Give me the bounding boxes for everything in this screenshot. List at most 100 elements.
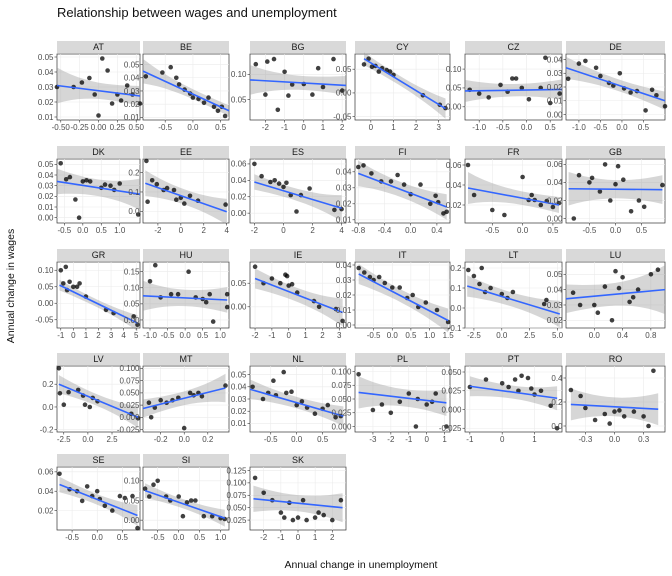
data-point (160, 70, 165, 75)
y-tick-label: 0.10 (124, 284, 140, 293)
data-point (79, 498, 85, 504)
y-tick-label: 0.00 (231, 209, 247, 218)
y-tick-label: 0.02 (231, 193, 247, 202)
y-tick-label: 0.01 (336, 306, 352, 315)
y-tick-label: 0.1 (450, 284, 462, 293)
y-tick-label: 0.01 (336, 216, 352, 225)
facet-strip (57, 353, 140, 365)
y-tick-label: 0.01 (231, 419, 247, 428)
x-tick-label: -2 (262, 123, 270, 132)
data-point (617, 71, 623, 76)
data-point (77, 281, 82, 286)
data-point (312, 411, 318, 417)
data-point (67, 279, 72, 285)
x-tick-label: 5 (134, 331, 139, 340)
facet-strip (143, 41, 229, 53)
x-tick-label: 4 (121, 331, 126, 340)
facet-strip (57, 454, 140, 466)
data-point (376, 69, 382, 74)
data-point (361, 163, 366, 168)
facet-panel-lt: LT -2.5 0.0 2.5 5.0 -0.1 0.0 0.1 0.2 (448, 249, 564, 340)
data-point (413, 424, 419, 429)
facet-strip-label: LV (93, 354, 103, 364)
facet-strip (566, 249, 665, 261)
x-tick-label: -0.5 (367, 331, 381, 340)
facet-panel-it: IT -0.5 0.0 0.5 1.0 1.5 0.00 0.01 0.02 0.03 0.04 (336, 249, 454, 340)
data-point (84, 178, 89, 183)
y-tick-label: 0.00 (336, 89, 352, 98)
data-point (281, 369, 287, 375)
panel-background (142, 365, 230, 433)
data-point (401, 182, 407, 187)
y-tick-label: 0.05 (38, 53, 54, 62)
data-point (356, 164, 361, 170)
y-tick-label: 0.02 (547, 83, 563, 92)
x-tick-label: 0 (71, 331, 76, 340)
data-point (471, 192, 477, 198)
data-point (428, 201, 433, 207)
data-point (321, 512, 327, 518)
data-point (186, 269, 191, 275)
y-tick-label: 0.100 (226, 479, 247, 488)
data-point (122, 495, 128, 501)
y-tick-label: 0.10 (231, 70, 247, 79)
fit-line (59, 284, 138, 324)
y-tick-label: 0.000 (441, 405, 462, 414)
data-point (223, 383, 228, 388)
data-point (154, 181, 160, 187)
confidence-band (566, 56, 665, 110)
x-tick-label: 2 (202, 226, 207, 235)
data-point (276, 181, 282, 186)
y-tick-label: 0.0 (42, 403, 54, 412)
x-tick-label: 0.0 (82, 435, 94, 444)
fit-line (144, 489, 226, 519)
data-point (641, 204, 647, 210)
data-point (607, 421, 612, 426)
data-point (660, 182, 665, 188)
data-point (583, 58, 588, 64)
data-point (289, 389, 294, 395)
panel-background (565, 365, 666, 433)
data-point (406, 391, 412, 396)
y-tick-label: 0.075 (331, 381, 352, 390)
x-tick-label: 0.4 (617, 331, 629, 340)
data-point (621, 414, 627, 419)
data-point (519, 85, 525, 91)
data-point (397, 285, 403, 290)
fit-line (59, 483, 138, 517)
facet-strip-label: GB (609, 147, 622, 157)
x-tick-label: -2 (251, 226, 259, 235)
data-point (434, 307, 440, 313)
y-tick-label: 0.04 (38, 68, 54, 77)
x-tick-label: 0 (281, 226, 286, 235)
data-point (181, 425, 187, 431)
x-tick-label: 2 (340, 123, 345, 132)
data-point (210, 319, 216, 324)
facet-panel-lv: LV -2.5 0.0 2.5 -0.2 0.0 0.2 (40, 353, 141, 444)
y-tick-label: 0.05 (124, 300, 140, 309)
data-point (554, 426, 560, 431)
data-point (613, 181, 618, 187)
y-tick-label: 0.025 (441, 387, 462, 396)
fit-line (142, 387, 226, 410)
x-tick-label: 0.5 (197, 331, 209, 340)
data-point (284, 180, 289, 186)
data-point (525, 375, 531, 381)
y-tick-label: 0.02 (547, 316, 563, 325)
data-point (628, 90, 633, 95)
facet-strip-label: SK (292, 455, 304, 465)
data-point (73, 197, 78, 202)
x-tick-label: 0.5 (638, 123, 650, 132)
data-point (410, 292, 416, 298)
x-tick-label: 0 (179, 226, 184, 235)
data-point (316, 510, 321, 515)
y-tick-label: 0.01 (38, 203, 54, 212)
x-tick-label: -0.5 (485, 226, 499, 235)
data-point (612, 409, 617, 414)
x-tick-label: 1.0 (215, 331, 227, 340)
confidence-band (59, 279, 138, 331)
data-point (82, 402, 88, 408)
data-point (312, 515, 318, 520)
facet-strip-label: SI (182, 455, 191, 465)
data-point (397, 399, 403, 405)
